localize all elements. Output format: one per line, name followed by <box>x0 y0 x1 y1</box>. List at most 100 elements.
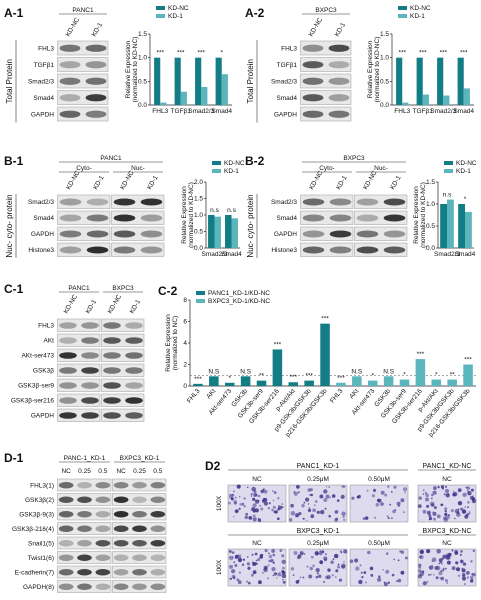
cell <box>376 498 380 502</box>
panel-label: D-1 <box>4 451 24 465</box>
cell <box>428 565 434 570</box>
cell <box>298 511 302 516</box>
cell <box>320 509 325 515</box>
cell <box>274 510 278 514</box>
lane-label: KD-1 <box>335 174 349 191</box>
bar <box>193 383 203 386</box>
band <box>77 525 92 532</box>
band <box>302 61 324 69</box>
cell <box>243 497 246 500</box>
cell <box>465 486 467 489</box>
cell <box>277 497 280 500</box>
micrograph-column-label: NC <box>252 540 262 547</box>
band <box>302 246 325 254</box>
cell <box>432 511 437 516</box>
significance: *** <box>398 50 406 57</box>
panel-label: A-2 <box>245 6 265 20</box>
x-tick-label: FHL3 <box>329 388 345 405</box>
cell <box>441 562 444 565</box>
lane-label: KD-1 <box>129 298 143 315</box>
cell <box>276 577 278 579</box>
band <box>85 94 107 102</box>
cell <box>241 502 245 506</box>
cell <box>382 569 384 571</box>
legend-label: KD-NC <box>410 5 431 12</box>
cell <box>359 564 362 567</box>
band <box>58 496 74 503</box>
cell <box>429 573 432 576</box>
cell <box>267 577 269 580</box>
band <box>113 525 129 532</box>
lane-label: KD-1 <box>91 21 105 38</box>
cell <box>260 489 265 494</box>
cell <box>236 555 239 557</box>
bar <box>240 376 251 386</box>
band <box>81 412 99 419</box>
cell <box>307 508 312 512</box>
band <box>356 198 379 206</box>
band <box>132 540 147 547</box>
panel-label: C-2 <box>158 284 178 298</box>
cell <box>390 491 393 493</box>
cell <box>389 503 392 506</box>
cell <box>255 499 260 504</box>
cell <box>444 510 447 513</box>
bar <box>160 102 167 105</box>
cell <box>319 560 324 565</box>
cell <box>334 553 339 559</box>
band <box>113 540 129 547</box>
legend-label: KD-1 <box>456 168 471 175</box>
row-label: GSK3β <box>33 368 54 375</box>
cell <box>247 566 251 570</box>
cell <box>380 490 385 495</box>
cell <box>305 497 310 502</box>
band <box>150 511 166 518</box>
cell <box>257 517 260 520</box>
cell <box>436 549 442 554</box>
y-tick-label: 0.5 <box>194 229 203 236</box>
band <box>113 246 136 254</box>
cell <box>462 492 467 497</box>
cell <box>335 517 339 521</box>
row-label: E-cadherin(7) <box>15 569 54 576</box>
band <box>383 198 406 206</box>
band <box>113 554 129 561</box>
cell <box>323 580 326 583</box>
legend-label: KD-1 <box>168 13 183 20</box>
band <box>150 583 166 590</box>
legend-swatch <box>212 169 221 173</box>
panel-label: D2 <box>205 459 221 473</box>
y-axis-label: (normalized to KD-NC) <box>188 182 195 248</box>
legend-swatch <box>196 291 205 295</box>
band <box>113 198 136 206</box>
band <box>77 496 92 503</box>
cell <box>245 512 249 516</box>
significance: * <box>371 373 374 380</box>
cell <box>237 554 242 559</box>
bar <box>447 199 454 248</box>
y-axis-label: (normalized to KD-NC) <box>374 37 381 103</box>
cell <box>341 564 346 569</box>
cell <box>391 517 393 519</box>
row-label: GSK3β-ser9 <box>18 383 54 390</box>
band <box>103 322 121 329</box>
band <box>81 322 99 329</box>
cell <box>234 502 237 505</box>
cell <box>440 503 444 507</box>
band <box>113 569 129 576</box>
band <box>59 337 77 344</box>
cell <box>233 561 236 564</box>
cell <box>446 557 449 560</box>
cell <box>422 581 427 586</box>
band <box>86 246 109 254</box>
band <box>150 496 166 503</box>
cell <box>236 578 240 582</box>
cell <box>237 557 243 563</box>
bar <box>399 379 410 386</box>
bar <box>209 376 219 386</box>
cell <box>250 492 254 496</box>
cell <box>467 490 469 492</box>
cell <box>468 511 471 513</box>
cell <box>444 512 448 517</box>
cell <box>296 485 300 489</box>
